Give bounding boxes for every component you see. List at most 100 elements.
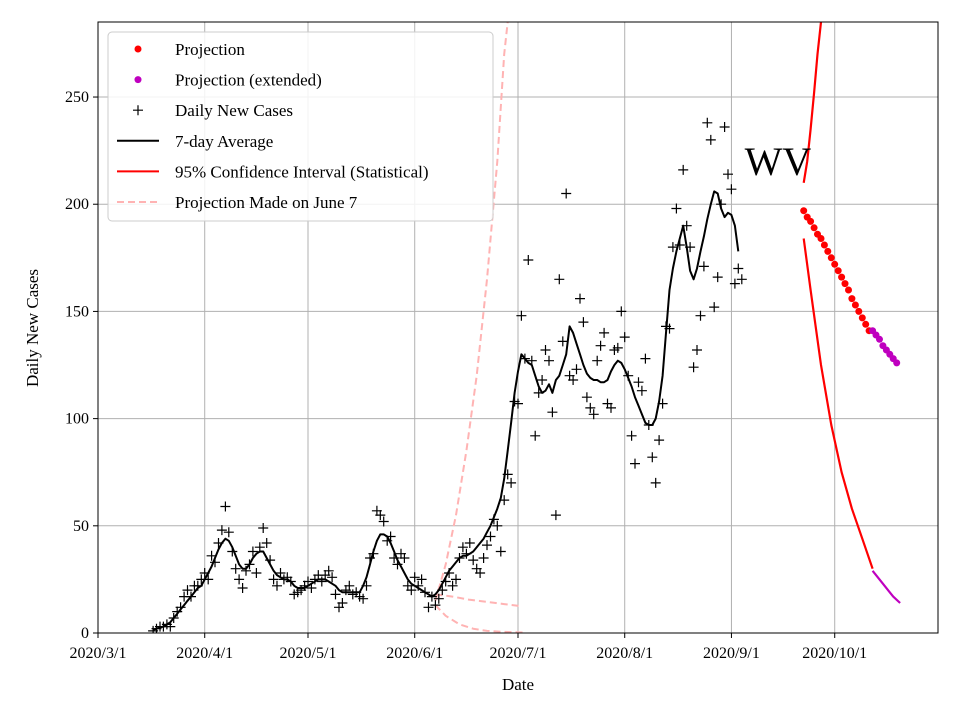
projection-point bbox=[838, 273, 846, 281]
legend-label: Projection bbox=[175, 40, 245, 59]
daily-case-marker bbox=[698, 261, 709, 272]
daily-case-marker bbox=[251, 568, 262, 578]
x-tick-label: 2020/9/1 bbox=[703, 645, 760, 662]
legend-label: 95% Confidence Interval (Statistical) bbox=[175, 162, 429, 181]
ci-upper-line bbox=[802, 22, 823, 183]
daily-case-marker bbox=[588, 409, 599, 420]
daily-case-marker bbox=[561, 188, 572, 199]
legend-dot-icon bbox=[134, 76, 142, 84]
daily-case-marker bbox=[719, 122, 730, 132]
daily-case-marker bbox=[482, 540, 492, 551]
daily-case-marker bbox=[688, 362, 699, 373]
daily-case-marker bbox=[475, 568, 486, 578]
daily-case-marker bbox=[495, 546, 506, 557]
daily-case-marker bbox=[220, 501, 231, 512]
daily-case-marker bbox=[595, 340, 606, 351]
projection-point bbox=[820, 241, 828, 249]
projection-point bbox=[817, 235, 825, 242]
x-tick-label: 2020/5/1 bbox=[280, 645, 337, 662]
y-tick-label: 250 bbox=[65, 89, 89, 106]
daily-case-marker bbox=[485, 531, 496, 542]
daily-case-marker bbox=[547, 407, 558, 418]
projection-point bbox=[845, 286, 852, 294]
daily-case-marker bbox=[416, 574, 427, 585]
daily-case-marker bbox=[671, 203, 682, 214]
x-tick-label: 2020/3/1 bbox=[70, 645, 127, 662]
daily-case-marker bbox=[247, 546, 258, 557]
daily-case-marker bbox=[702, 117, 713, 128]
projection-point bbox=[841, 280, 849, 288]
daily-case-marker bbox=[478, 553, 489, 563]
daily-case-marker bbox=[726, 184, 737, 195]
daily-case-marker bbox=[616, 306, 627, 317]
daily-case-marker bbox=[640, 353, 651, 364]
daily-case-marker bbox=[523, 255, 534, 265]
daily-case-marker bbox=[261, 538, 272, 548]
daily-case-marker bbox=[650, 477, 661, 488]
daily-case-marker bbox=[337, 598, 348, 608]
x-tick-label: 2020/4/1 bbox=[176, 645, 233, 662]
daily-case-marker bbox=[451, 574, 461, 585]
projection-point bbox=[800, 207, 808, 215]
daily-case-marker bbox=[447, 580, 458, 591]
y-axis: 0 50 100 150 200 250 bbox=[65, 89, 98, 642]
plot-area bbox=[148, 22, 901, 633]
daily-case-marker bbox=[575, 293, 585, 304]
daily-case-marker bbox=[667, 242, 678, 253]
y-tick-label: 150 bbox=[65, 303, 89, 320]
june7-projection-line bbox=[435, 593, 522, 608]
x-axis: 2020/3/1 2020/4/1 2020/5/1 2020/6/1 2020/7/1… bbox=[70, 633, 867, 662]
daily-case-marker bbox=[399, 553, 410, 563]
y-tick-label: 200 bbox=[65, 196, 89, 213]
daily-case-marker bbox=[695, 310, 706, 321]
daily-case-marker bbox=[223, 527, 234, 538]
legend-plus-icon bbox=[133, 105, 143, 116]
daily-case-marker bbox=[268, 574, 279, 585]
projection-point bbox=[855, 307, 863, 315]
daily-case-marker bbox=[630, 458, 640, 469]
daily-case-marker bbox=[585, 402, 596, 413]
daily-case-marker bbox=[409, 572, 420, 583]
7-day-average-line bbox=[152, 190, 740, 631]
daily-case-marker bbox=[578, 317, 589, 328]
projection-point bbox=[831, 260, 839, 268]
projection-point bbox=[858, 314, 866, 322]
daily-case-marker bbox=[709, 302, 720, 313]
daily-case-marker bbox=[272, 580, 282, 591]
daily-case-marker bbox=[464, 538, 475, 548]
daily-case-marker bbox=[633, 377, 644, 388]
daily-case-marker bbox=[626, 430, 637, 441]
daily-case-marker bbox=[606, 402, 616, 413]
daily-case-marker bbox=[705, 134, 716, 145]
daily-case-marker bbox=[237, 583, 248, 593]
ci-lower-extended-line bbox=[871, 570, 901, 604]
x-tick-label: 2020/8/1 bbox=[596, 645, 653, 662]
daily-case-marker bbox=[557, 336, 568, 347]
state-annotation: WV bbox=[745, 139, 812, 184]
daily-case-marker bbox=[692, 345, 702, 355]
daily-case-marker bbox=[323, 565, 334, 576]
daily-case-marker bbox=[182, 585, 193, 596]
x-tick-label: 2020/10/1 bbox=[802, 645, 867, 662]
daily-case-marker bbox=[550, 510, 561, 521]
daily-case-marker bbox=[430, 600, 441, 611]
daily-case-marker bbox=[230, 563, 241, 574]
legend-label: Projection (extended) bbox=[175, 71, 322, 90]
daily-case-marker bbox=[513, 398, 523, 409]
daily-case-marker bbox=[571, 364, 582, 375]
june7-projection-line bbox=[434, 604, 525, 633]
daily-case-marker bbox=[712, 272, 723, 283]
legend-label: Projection Made on June 7 bbox=[175, 193, 358, 212]
daily-case-marker bbox=[358, 593, 369, 604]
daily-case-marker bbox=[406, 585, 417, 596]
daily-case-marker bbox=[654, 435, 665, 446]
legend-label: 7-day Average bbox=[175, 132, 273, 151]
daily-case-marker bbox=[612, 342, 623, 353]
ci-lower-line bbox=[802, 238, 874, 570]
y-tick-label: 0 bbox=[81, 625, 89, 642]
daily-case-marker bbox=[568, 375, 579, 385]
projection-extended-point bbox=[893, 359, 901, 367]
daily-case-marker bbox=[736, 274, 747, 285]
daily-case-marker bbox=[516, 310, 527, 321]
